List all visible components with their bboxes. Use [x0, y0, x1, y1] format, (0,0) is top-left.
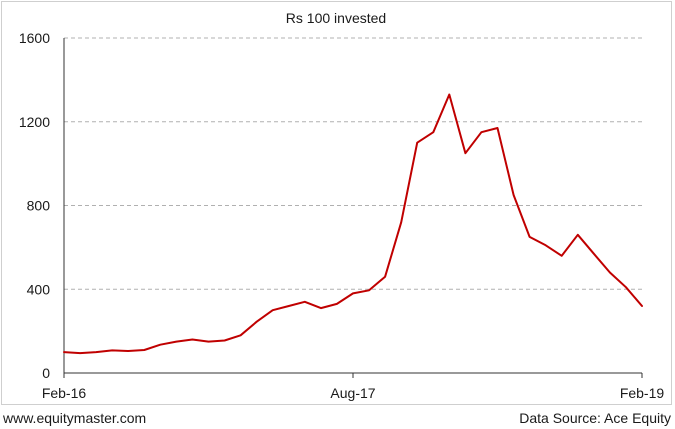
x-tick-label: Aug-17 — [330, 385, 375, 401]
series-line — [63, 93, 643, 355]
y-tick-label: 400 — [27, 281, 51, 297]
footer-source-site: www.equitymaster.com — [3, 410, 147, 426]
tick-label-layer: 0 400 800 1200 1600 Feb-16 Aug-17 Feb-19 — [19, 30, 665, 401]
chart-frame — [1, 1, 672, 405]
x-tick-label: Feb-19 — [620, 385, 665, 401]
axis-layer — [63, 38, 643, 378]
y-tick-label: 0 — [42, 365, 50, 381]
series-layer — [63, 93, 643, 355]
grid-layer — [64, 37, 642, 290]
chart-title: Rs 100 invested — [286, 10, 386, 26]
footer-data-source: Data Source: Ace Equity — [519, 410, 671, 426]
y-tick-label: 1200 — [19, 114, 50, 130]
y-tick-label: 800 — [27, 198, 51, 214]
y-tick-label: 1600 — [19, 30, 50, 46]
x-tick-label: Feb-16 — [42, 385, 87, 401]
